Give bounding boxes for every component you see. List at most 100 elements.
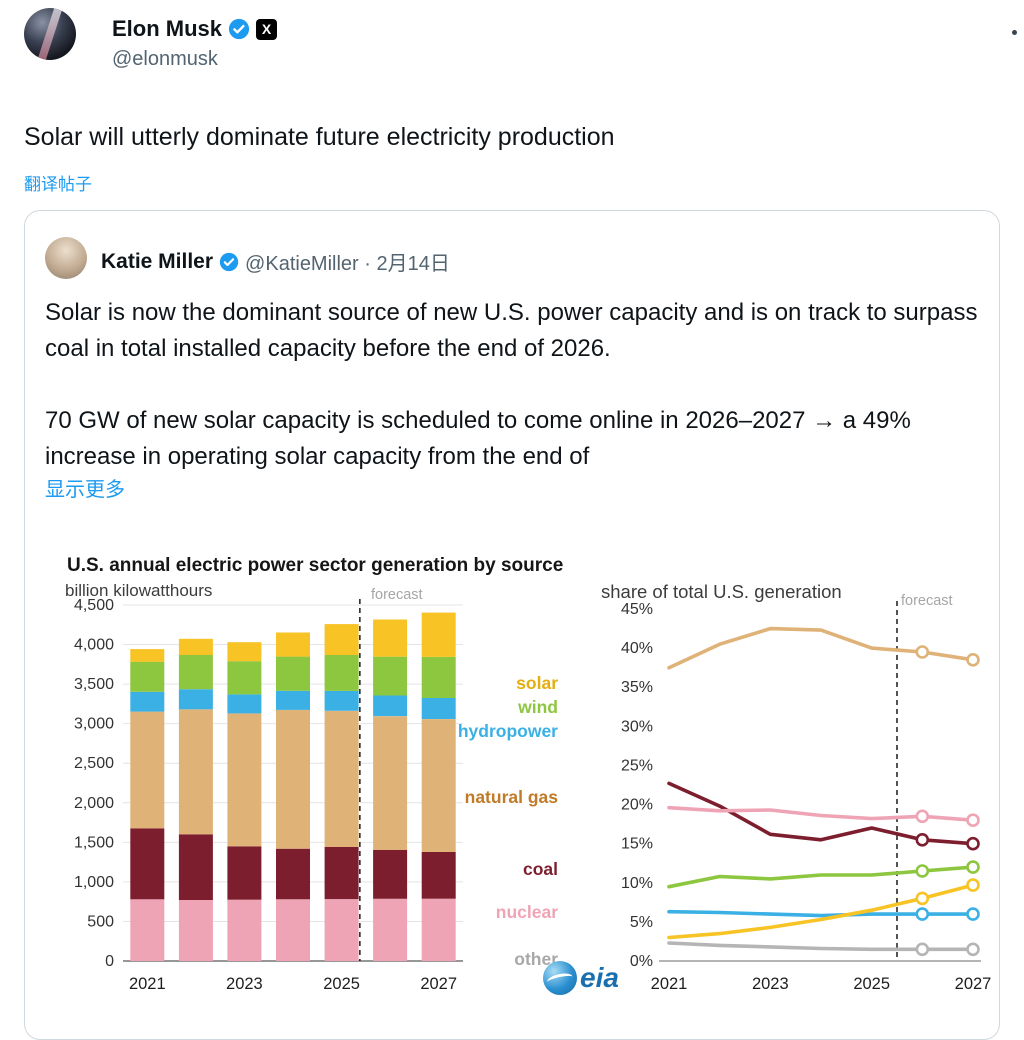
legend-hydropower: hydropower (457, 721, 558, 741)
forecast-marker (966, 860, 980, 874)
bar-segment-solar (324, 624, 359, 655)
forecast-marker (915, 833, 930, 847)
forecast-marker (966, 653, 980, 667)
bar-segment-solar (276, 632, 310, 657)
bar-segment-natural-gas (178, 709, 213, 835)
x-tick-label: 2027 (420, 975, 457, 993)
chart-image[interactable]: U.S. annual electric power sector genera… (53, 543, 991, 1023)
author-name-row: Elon Musk X (112, 16, 278, 42)
quote-paragraph-2: 70 GW of new solar capacity is scheduled… (45, 407, 911, 470)
forecast-marker (966, 907, 980, 921)
line-chart: 0% 5% 10% 15% 20% 25% 30% 35% 40% 45% 2021 2023 2025… (621, 601, 991, 993)
eia-globe-icon (543, 961, 577, 995)
y-tick-label: 45% (621, 601, 653, 618)
bar-segment-nuclear (227, 899, 262, 961)
bar-segment-coal (130, 828, 165, 900)
author-name[interactable]: Elon Musk (112, 16, 223, 41)
x-tick-label: 2023 (226, 975, 263, 993)
bar-segment-wind (227, 661, 262, 695)
bar-segment-hydropower (227, 694, 262, 714)
y-tick-label: 4,500 (74, 597, 114, 614)
bar-segment-hydropower (178, 689, 213, 710)
bar-segment-nuclear (276, 899, 310, 961)
quote-author-name[interactable]: Katie Miller (101, 249, 214, 273)
show-more-link[interactable]: 显示更多 (45, 479, 125, 501)
bar-segment-coal (276, 848, 310, 900)
bar-segment-coal (178, 834, 213, 900)
bar-segment-hydropower (324, 690, 359, 711)
bar-segment-solar (421, 612, 456, 657)
legend-natural-gas: natural gas (464, 787, 558, 807)
forecast-marker (915, 645, 930, 659)
bar-segment-hydropower (373, 695, 408, 717)
y-tick-label: 35% (621, 679, 653, 696)
quote-meta: @KatieMiller · 2月14日 (245, 247, 450, 276)
quote-meta-separator: · (364, 253, 371, 275)
bar-segment-solar (178, 638, 213, 655)
bar-segment-solar (130, 649, 165, 662)
x-tick-label: 2025 (323, 975, 360, 993)
bar-segment-hydropower (421, 698, 456, 719)
y-tick-label: 2,000 (74, 795, 114, 812)
quote-paragraph-1: Solar is now the dominant source of new … (45, 299, 978, 362)
bar-segment-coal (324, 846, 359, 900)
x-tick-label: 2023 (752, 975, 789, 993)
bar-segment-wind (276, 656, 310, 691)
y-tick-label: 20% (621, 797, 653, 814)
y-tick-label: 500 (87, 913, 114, 930)
bar-segment-natural-gas (276, 709, 310, 849)
author-handle[interactable]: @elonmusk (112, 48, 218, 70)
bar-segment-wind (324, 654, 359, 691)
quote-author-avatar[interactable] (45, 237, 87, 279)
bar-segment-natural-gas (227, 713, 262, 847)
more-menu-icon[interactable] (1012, 30, 1017, 35)
x-tick-label: 2021 (129, 975, 166, 993)
legend-other: other (514, 949, 558, 969)
author-avatar[interactable] (24, 8, 76, 60)
verified-badge-icon (228, 18, 250, 40)
quote-verified-badge-icon (219, 252, 239, 272)
bar-segment-nuclear (421, 898, 456, 961)
y-tick-label: 1,000 (74, 874, 114, 891)
bar-segment-natural-gas (324, 710, 359, 847)
y-tick-label: 2,500 (74, 755, 114, 772)
forecast-marker (915, 907, 930, 921)
eia-logo-text: eia (580, 962, 619, 993)
y-tick-label: 3,500 (74, 676, 114, 693)
line-chart-title: share of total U.S. generation (601, 581, 842, 602)
bar-chart-title: U.S. annual electric power sector genera… (67, 555, 564, 576)
forecast-marker (915, 942, 930, 957)
x-tick-label: 2027 (955, 975, 991, 993)
bar-chart: 0 500 1,000 1,500 2,000 2,500 3,000 3,500 4,000 4… (74, 597, 463, 993)
y-tick-label: 5% (630, 914, 653, 931)
bar-segment-solar (373, 619, 408, 657)
bar-segment-wind (130, 661, 165, 692)
bar-segment-coal (227, 846, 262, 900)
bar-segment-hydropower (276, 690, 310, 710)
x-tick-label: 2021 (651, 975, 688, 993)
y-tick-label: 40% (621, 640, 653, 657)
legend-nuclear: nuclear (495, 902, 558, 922)
tweet-header: Elon Musk X @elonmusk (112, 16, 278, 71)
bar-segment-wind (421, 656, 456, 698)
eia-logo: eia (543, 961, 619, 995)
bar-chart-unit-label: billion kilowatthours (65, 581, 213, 600)
forecast-marker (915, 864, 930, 878)
y-tick-label: 0 (105, 953, 114, 970)
translate-post-link[interactable]: 翻译帖子 (24, 175, 92, 194)
tweet-text: Solar will utterly dominate future elect… (24, 123, 615, 151)
bar-segment-coal (421, 852, 456, 899)
bar-segment-hydropower (130, 691, 165, 712)
quote-date[interactable]: 2月14日 (376, 253, 450, 275)
forecast-marker (966, 942, 980, 957)
quote-author-handle[interactable]: @KatieMiller (245, 253, 359, 275)
bar-segment-nuclear (130, 899, 165, 961)
legend-coal: coal (522, 859, 558, 879)
chart-legend: solar wind hydropower natural gas coal nuclea… (393, 543, 558, 1013)
forecast-marker (915, 891, 930, 906)
bar-segment-nuclear (373, 898, 408, 961)
y-tick-label: 0% (630, 953, 653, 970)
forecast-label-left: forecast (371, 587, 423, 603)
quoted-tweet-card[interactable]: Katie Miller @KatieMiller · 2月14日 Solar … (24, 210, 1000, 1040)
forecast-label-right: forecast (901, 593, 953, 609)
